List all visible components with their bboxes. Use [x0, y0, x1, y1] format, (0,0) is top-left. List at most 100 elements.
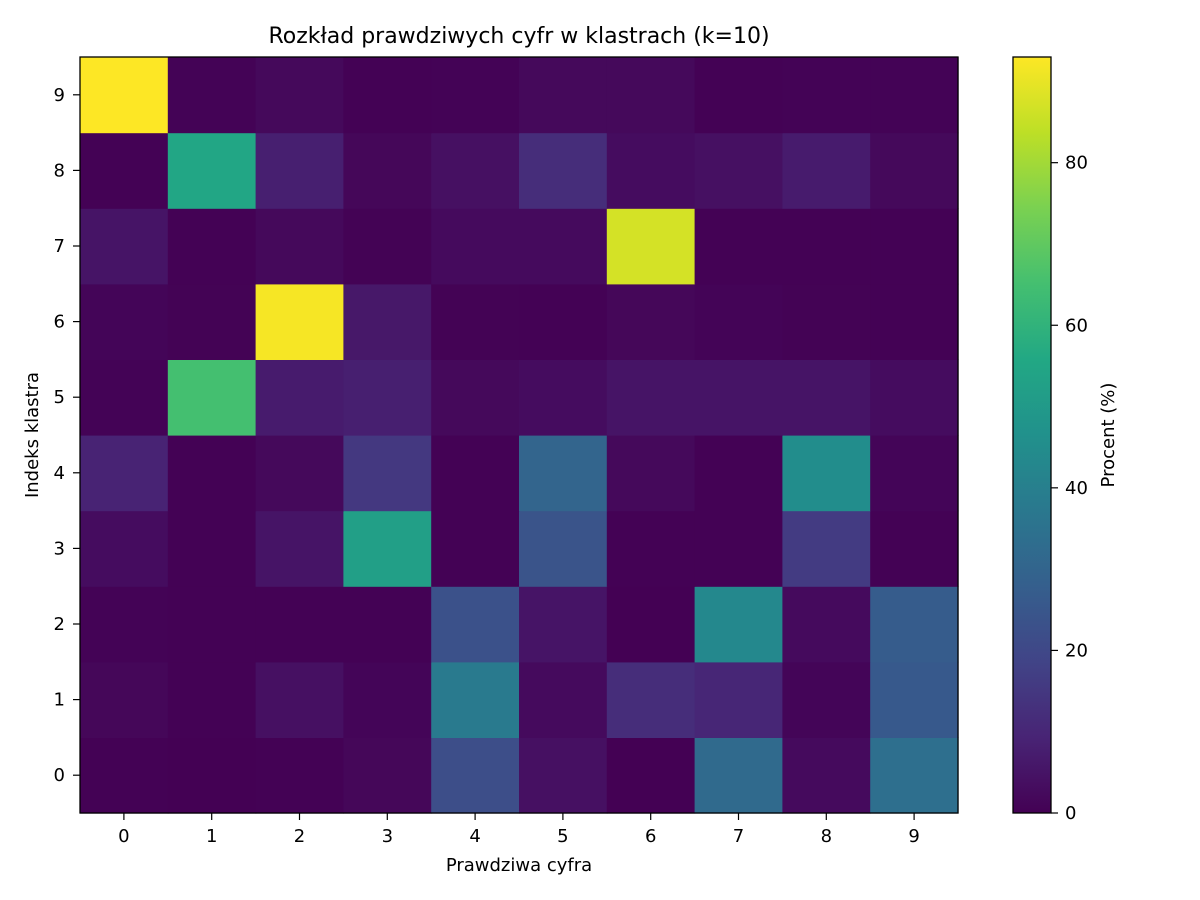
heatmap-cell-r8-c5 — [519, 132, 608, 209]
x-tick-label: 3 — [382, 826, 393, 847]
heatmap-cell-r3-c3 — [343, 510, 432, 587]
x-tick-label: 9 — [908, 826, 919, 847]
y-tick-label: 7 — [54, 236, 65, 257]
y-axis-ticks: 0 1 2 3 4 5 6 7 8 9 — [54, 85, 80, 786]
heatmap-cell-r8-c2 — [255, 132, 344, 209]
heatmap-cell-r6-c8 — [782, 283, 871, 360]
heatmap-cell-r5-c7 — [694, 359, 783, 436]
heatmap-cell-r9-c3 — [343, 57, 432, 134]
heatmap-cell-r0-c8 — [782, 737, 871, 814]
colorbar-tick-label: 40 — [1065, 478, 1088, 499]
heatmap-cell-r6-c3 — [343, 283, 432, 360]
heatmap-cell-r0-c0 — [80, 737, 169, 814]
heatmap-cell-r2-c6 — [606, 586, 696, 663]
heatmap-cell-r9-c0 — [80, 57, 169, 134]
heatmap-cell-r2-c5 — [519, 586, 608, 663]
heatmap-cell-r4-c5 — [519, 435, 608, 512]
heatmap-cell-r2-c8 — [782, 586, 871, 663]
heatmap-cell-r0-c2 — [255, 737, 344, 814]
heatmap-cell-r4-c6 — [606, 435, 696, 512]
heatmap-cell-r5-c2 — [255, 359, 344, 436]
heatmap-cell-r5-c9 — [870, 359, 959, 436]
heatmap-cell-r5-c0 — [80, 359, 169, 436]
heatmap-cell-r0-c3 — [343, 737, 432, 814]
x-axis-label: Prawdziwa cyfra — [446, 855, 592, 876]
heatmap-cell-r7-c2 — [255, 208, 344, 285]
y-tick-label: 1 — [54, 690, 65, 711]
heatmap-cell-r6-c0 — [80, 283, 169, 360]
heatmap-cell-r4-c0 — [80, 435, 169, 512]
heatmap-cell-r8-c7 — [694, 132, 783, 209]
y-tick-label: 5 — [54, 387, 65, 408]
x-tick-label: 4 — [469, 826, 480, 847]
heatmap-cell-r9-c1 — [167, 57, 257, 134]
heatmap-cell-r5-c8 — [782, 359, 871, 436]
x-tick-label: 2 — [294, 826, 305, 847]
heatmap-cell-r7-c8 — [782, 208, 871, 285]
heatmap-cell-r4-c4 — [431, 435, 520, 512]
y-tick-label: 3 — [54, 538, 65, 559]
heatmap-cell-r3-c1 — [167, 510, 257, 587]
heatmap-cell-r0-c4 — [431, 737, 520, 814]
heatmap-cell-r4-c9 — [870, 435, 959, 512]
heatmap-cell-r1-c2 — [255, 661, 344, 738]
heatmap-cell-r3-c4 — [431, 510, 520, 587]
x-tick-label: 5 — [557, 826, 568, 847]
heatmap-cell-r3-c6 — [606, 510, 696, 587]
heatmap-cell-r1-c8 — [782, 661, 871, 738]
heatmap-cell-r5-c1 — [167, 359, 257, 436]
heatmap-cells — [80, 57, 959, 814]
heatmap-cell-r8-c6 — [606, 132, 696, 209]
heatmap-cell-r6-c4 — [431, 283, 520, 360]
heatmap-cell-r4-c8 — [782, 435, 871, 512]
heatmap-cell-r8-c3 — [343, 132, 432, 209]
heatmap-cell-r2-c3 — [343, 586, 432, 663]
heatmap-cell-r0-c1 — [167, 737, 257, 814]
heatmap-cell-r5-c5 — [519, 359, 608, 436]
heatmap-cell-r1-c7 — [694, 661, 783, 738]
heatmap-cell-r9-c5 — [519, 57, 608, 134]
y-tick-label: 0 — [54, 765, 65, 786]
heatmap-cell-r8-c4 — [431, 132, 520, 209]
heatmap-cell-r8-c0 — [80, 132, 169, 209]
heatmap-cell-r3-c9 — [870, 510, 959, 587]
heatmap-cell-r1-c3 — [343, 661, 432, 738]
y-tick-label: 9 — [54, 85, 65, 106]
heatmap-cell-r0-c5 — [519, 737, 608, 814]
heatmap-cell-r9-c6 — [606, 57, 696, 134]
colorbar-tick-label: 0 — [1065, 803, 1076, 824]
heatmap-cell-r6-c1 — [167, 283, 257, 360]
heatmap-cell-r9-c8 — [782, 57, 871, 134]
colorbar-ticks: 0 20 40 60 80 — [1051, 153, 1088, 824]
heatmap-cell-r4-c3 — [343, 435, 432, 512]
x-tick-label: 7 — [733, 826, 744, 847]
heatmap-cell-r0-c7 — [694, 737, 783, 814]
heatmap-cell-r2-c1 — [167, 586, 257, 663]
heatmap-cell-r7-c9 — [870, 208, 959, 285]
heatmap-cell-r2-c0 — [80, 586, 169, 663]
heatmap-cell-r1-c9 — [870, 661, 959, 738]
heatmap-cell-r2-c4 — [431, 586, 520, 663]
heatmap-cell-r7-c4 — [431, 208, 520, 285]
heatmap-cell-r1-c4 — [431, 661, 520, 738]
heatmap-cell-r5-c4 — [431, 359, 520, 436]
colorbar-label: Procent (%) — [1098, 383, 1119, 488]
y-tick-label: 8 — [54, 160, 65, 181]
heatmap-cell-r1-c1 — [167, 661, 257, 738]
y-tick-label: 2 — [54, 614, 65, 635]
heatmap-cell-r8-c9 — [870, 132, 959, 209]
heatmap-cell-r7-c0 — [80, 208, 169, 285]
heatmap-cell-r7-c1 — [167, 208, 257, 285]
x-tick-label: 6 — [645, 826, 656, 847]
heatmap-cell-r3-c2 — [255, 510, 344, 587]
x-tick-label: 1 — [206, 826, 217, 847]
x-axis-ticks: 0 1 2 3 4 5 6 7 8 9 — [118, 813, 920, 847]
heatmap-cell-r7-c7 — [694, 208, 783, 285]
heatmap-cell-r7-c5 — [519, 208, 608, 285]
heatmap-cell-r2-c7 — [694, 586, 783, 663]
heatmap-cell-r4-c1 — [167, 435, 257, 512]
y-tick-label: 4 — [54, 463, 65, 484]
x-tick-label: 0 — [118, 826, 129, 847]
heatmap-cell-r6-c5 — [519, 283, 608, 360]
